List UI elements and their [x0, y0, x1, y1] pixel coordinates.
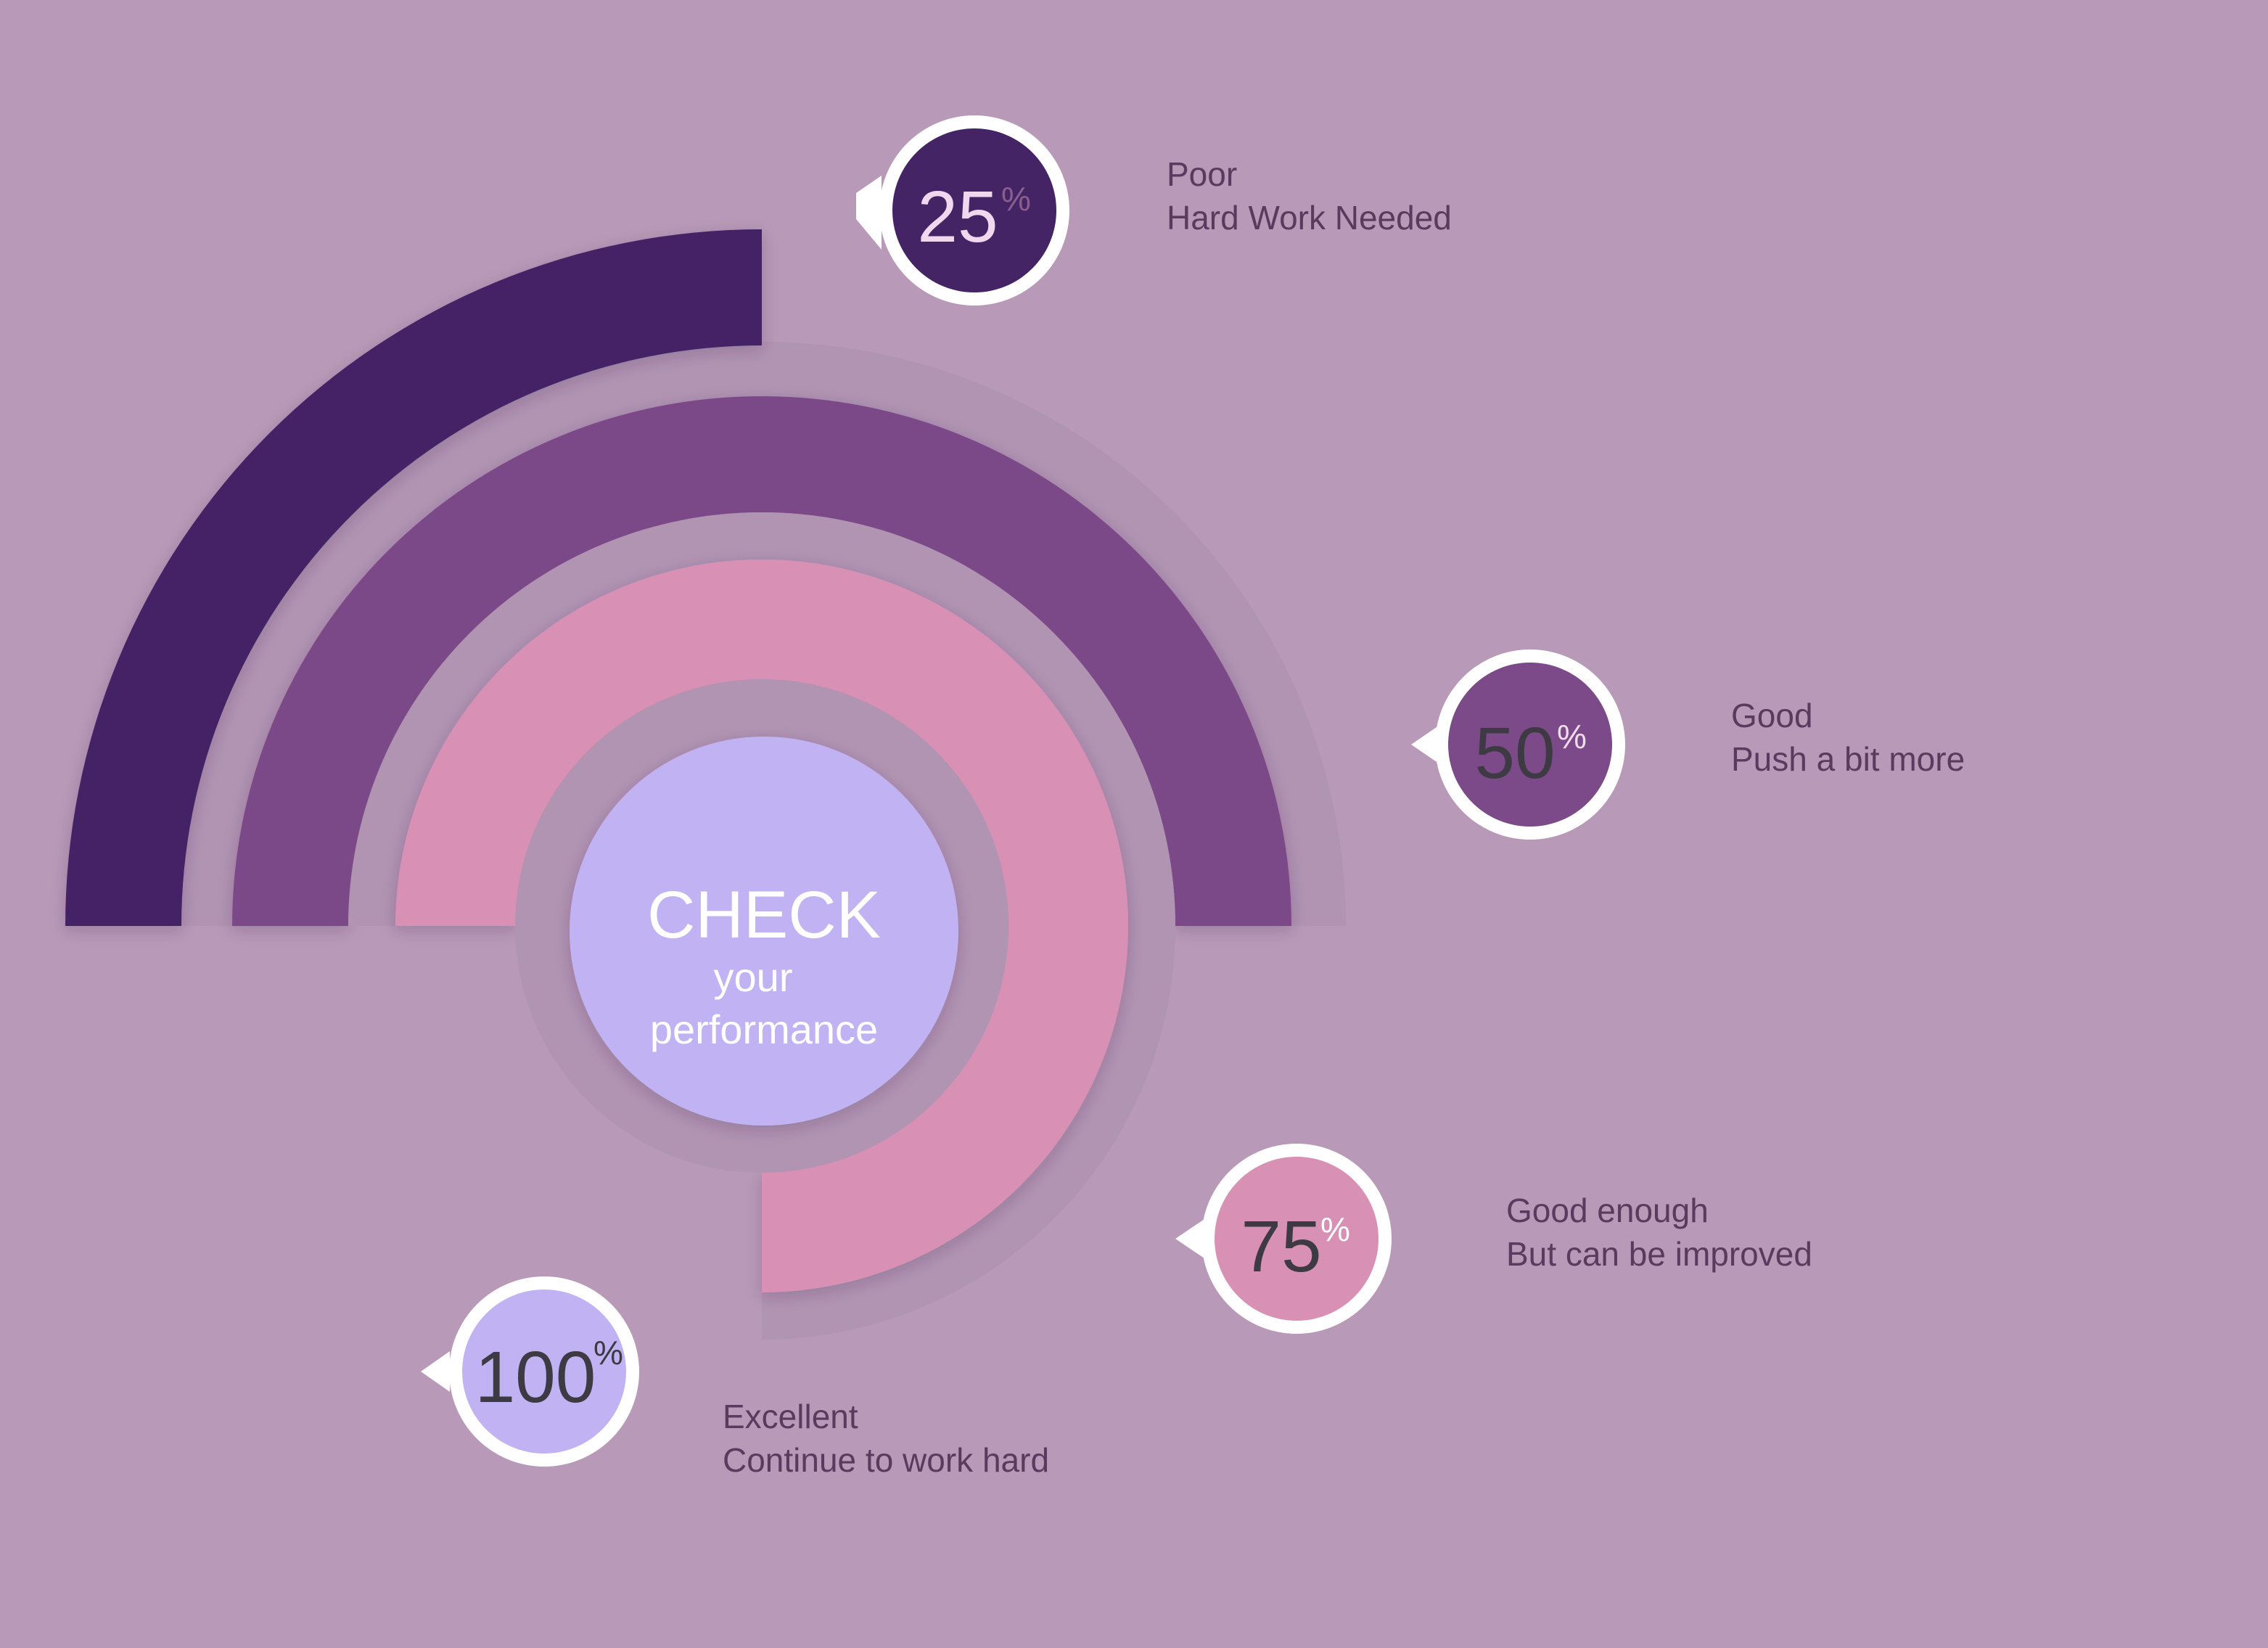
badge-25-pointer: [856, 176, 882, 250]
level-100-title: Excellent: [723, 1398, 858, 1435]
center-disc: [570, 737, 958, 1126]
level-50-subtitle: Push a bit more: [1731, 740, 1965, 778]
badge-75-disc: [1215, 1157, 1379, 1321]
center-subtitle-1: your: [714, 954, 793, 1000]
level-50-label: Good Push a bit more: [1731, 694, 1965, 781]
level-75-title: Good enough: [1506, 1192, 1709, 1229]
center-subtitle-2: performance: [650, 1007, 878, 1052]
badge-100-unit: %: [593, 1334, 623, 1372]
badge-75-value: 75: [1241, 1206, 1321, 1287]
center-title: CHECK: [647, 878, 881, 952]
badge-25-value: 25: [917, 176, 998, 258]
badge-50-unit: %: [1557, 718, 1587, 755]
badge-50-pointer: [1411, 726, 1439, 763]
badge-50-disc: [1448, 663, 1612, 827]
level-75-subtitle: But can be improved: [1506, 1235, 1812, 1273]
level-50-arc: [232, 396, 1291, 926]
badge-25-percent: 25 %: [856, 115, 1069, 306]
badge-100-pointer: [421, 1351, 450, 1392]
level-25-subtitle: Hard Work Needed: [1167, 199, 1452, 237]
badge-100-value: 100: [475, 1337, 596, 1418]
level-100-label: Excellent Continue to work hard: [723, 1395, 1049, 1482]
level-25-arc: [65, 229, 762, 926]
badge-75-percent: 75 %: [1175, 1144, 1392, 1334]
badge-100-percent: 100 %: [421, 1276, 639, 1467]
badge-100-disc: [462, 1290, 626, 1454]
level-25-label: Poor Hard Work Needed: [1167, 152, 1452, 239]
badge-50-value: 50: [1474, 713, 1555, 794]
level-75-label: Good enough But can be improved: [1506, 1189, 1812, 1276]
badge-25-unit: %: [1001, 180, 1031, 218]
level-75-arc: [395, 559, 1128, 1292]
badge-25-disc: [892, 128, 1056, 292]
level-25-title: Poor: [1167, 155, 1238, 193]
badge-50-percent: 50 %: [1411, 649, 1625, 840]
level-100-subtitle: Continue to work hard: [723, 1441, 1050, 1479]
badge-75-pointer: [1175, 1219, 1204, 1258]
level-50-title: Good: [1731, 697, 1813, 734]
badge-75-unit: %: [1320, 1210, 1350, 1248]
